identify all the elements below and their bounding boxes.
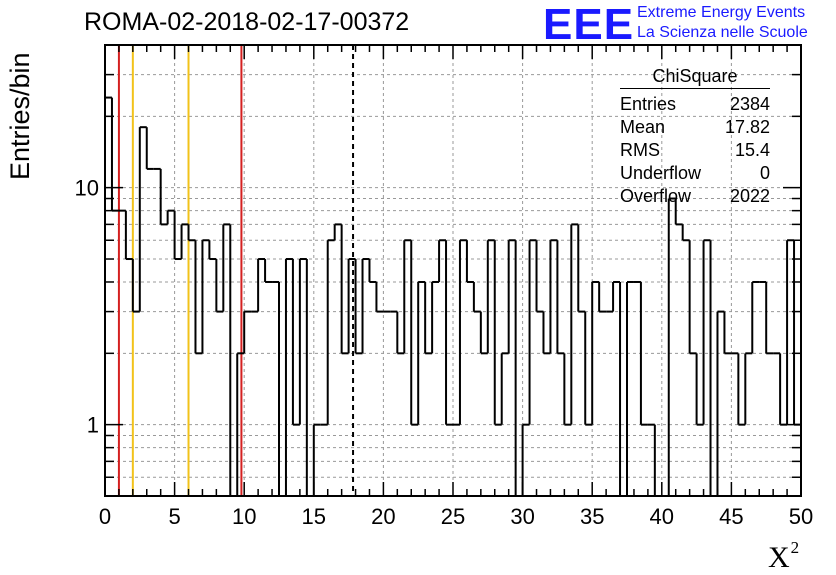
logo-caption-line1: Extreme Energy Events [637,4,806,21]
x-axis-label: X2 [768,538,799,575]
stats-value: 15.4 [734,140,770,160]
stats-label: RMS [620,140,660,160]
x-tick-label: 35 [580,504,604,529]
marker-lines [117,45,355,496]
x-tick-label: 40 [650,504,674,529]
grid-lines [105,44,801,497]
x-axis-label-symbol: X [768,541,790,574]
y-tick-label: 1 [87,413,99,438]
logo-caption-line2: La Scienza nelle Scuole [637,24,808,41]
plot-frame [104,44,802,497]
stats-row-overflow: Overflow 2022 [612,185,778,208]
x-tick-label: 10 [232,504,256,529]
stats-value: 0 [759,163,770,183]
x-tick-label: 25 [441,504,465,529]
axis-ticks [104,44,802,497]
tick-labels: 0 5 10 15 20 25 30 35 40 45 50 1 10 [75,176,814,529]
logo-caption: Extreme Energy Events La Scienza nelle S… [637,3,808,43]
x-tick-label: 20 [371,504,395,529]
y-axis-label: Entries/bin [5,52,35,180]
stats-value: 17.82 [724,117,770,137]
stats-value: 2022 [729,186,770,206]
x-tick-label: 30 [510,504,534,529]
eee-logo: EEE [543,0,635,49]
x-tick-label: 0 [99,504,111,529]
x-tick-label: 50 [789,504,813,529]
chart-title: ROMA-02-2018-02-17-00372 [84,8,410,36]
stats-row-mean: Mean 17.82 [612,116,778,139]
stats-label: Entries [620,94,677,114]
y-tick-label: 10 [75,176,99,201]
stats-label: Mean [620,117,666,137]
stats-row-underflow: Underflow 0 [612,162,778,185]
x-tick-label: 45 [719,504,743,529]
stats-box: ChiSquare Entries 2384 Mean 17.82 RMS 15… [612,66,778,208]
stats-row-entries: Entries 2384 [612,93,778,116]
x-tick-label: 15 [302,504,326,529]
stats-label: Overflow [620,186,692,206]
stats-row-rms: RMS 15.4 [612,139,778,162]
stats-label: Underflow [620,163,702,183]
stats-value: 2384 [729,94,770,114]
x-axis-label-exponent: 2 [790,538,800,557]
stats-title: ChiSquare [620,66,770,89]
x-tick-label: 5 [168,504,180,529]
